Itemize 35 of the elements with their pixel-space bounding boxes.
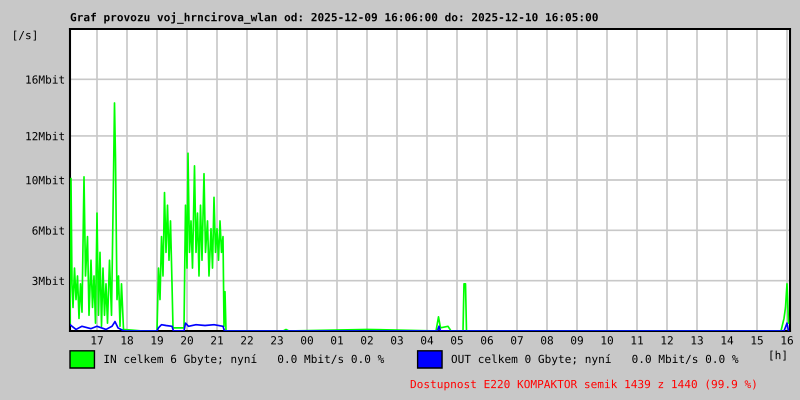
x-tick-label: 04 xyxy=(421,336,434,345)
y-tick-label: 6Mbit xyxy=(32,226,64,235)
x-tick-label: 13 xyxy=(692,336,703,345)
x-tick-label: 09 xyxy=(571,336,583,345)
y-tick-label: 3Mbit xyxy=(32,276,64,286)
x-tick-label: 06 xyxy=(481,336,493,345)
x-tick-label: 12 xyxy=(662,336,673,344)
x-tick-label: 10 xyxy=(602,336,613,345)
x-tick-label: 23 xyxy=(271,336,283,345)
text: Dostupnost E220 KOMPAKTOR semik 1439 z 1440 (99.9 %) xyxy=(410,380,756,390)
y-axis-title: [/s] xyxy=(14,30,36,41)
x-tick-label: 00 xyxy=(301,336,313,345)
x-tick-label: 21 xyxy=(211,336,223,344)
x-tick-label: 03 xyxy=(391,336,403,345)
legend-label: OUT celkem 0 Gbyte; nyní 0.0 Mbit/s 0.0 % xyxy=(452,354,738,366)
x-tick-label: 05 xyxy=(451,336,463,345)
x-axis-title: [h] xyxy=(770,350,786,361)
y-tick-label: 10Mbit xyxy=(26,176,64,184)
x-tick-label: 17 xyxy=(92,336,103,344)
x-tick-label: 11 xyxy=(632,336,643,344)
x-tick-label: 07 xyxy=(511,336,523,345)
x-tick-label: 01 xyxy=(331,336,343,345)
y-tick-label: 12Mbit xyxy=(26,132,64,140)
x-tick-label: 14 xyxy=(722,336,734,344)
legend-label: IN celkem 6 Gbyte; nyní 0.0 Mbit/s 0.0 % xyxy=(104,354,384,366)
x-tick-label: 15 xyxy=(752,336,763,345)
x-tick-label: 20 xyxy=(181,336,193,345)
x-tick-label: 19 xyxy=(152,336,163,345)
x-tick-label: 22 xyxy=(241,336,253,344)
y-tick-label: 16Mbit xyxy=(26,75,64,84)
x-tick-label: 18 xyxy=(122,336,133,345)
x-tick-label: 16 xyxy=(782,336,793,345)
x-tick-label: 08 xyxy=(541,336,553,345)
chart-title: Graf provozu voj_hrncirova_wlan od: 2025-12-09 16:06:00 do: 2025-12-10 16:05:00 xyxy=(70,12,598,24)
x-tick-label: 02 xyxy=(361,336,373,345)
